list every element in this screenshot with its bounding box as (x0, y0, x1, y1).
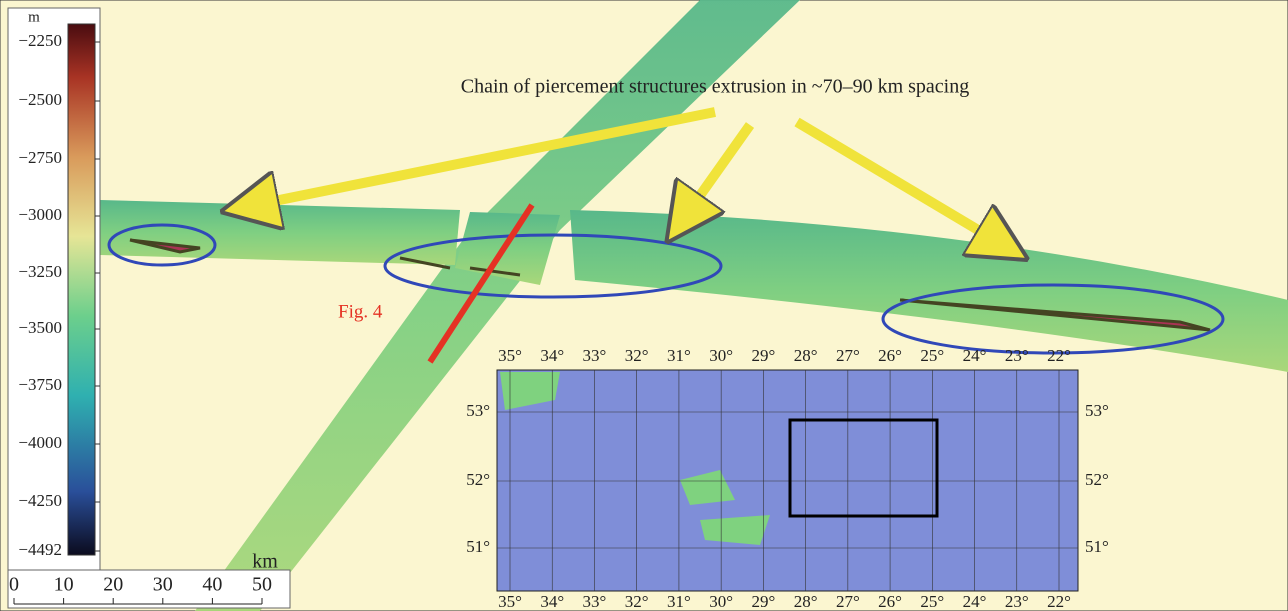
longitude-label: 26° (878, 592, 902, 611)
longitude-label: 34° (540, 592, 564, 611)
colorbar-label: −3750 (18, 375, 62, 394)
colorbar-unit: m (28, 9, 40, 25)
longitude-label: 23° (1005, 346, 1029, 365)
longitude-label: 28° (794, 346, 818, 365)
colorbar-label: −2750 (18, 148, 62, 167)
longitude-label: 24° (963, 592, 987, 611)
longitude-label: 27° (836, 592, 860, 611)
colorbar-label: −2250 (18, 31, 62, 50)
scale-label: 50 (252, 574, 272, 596)
longitude-label: 33° (583, 346, 607, 365)
longitude-label: 30° (709, 592, 733, 611)
longitude-label: 24° (963, 346, 987, 365)
scale-panel (8, 570, 290, 608)
latitude-label: 51° (466, 537, 490, 556)
scale-label: 20 (103, 574, 123, 596)
colorbar-label: −3000 (18, 205, 62, 224)
figure: Fig. 4 Chain of piercement structures ex… (0, 0, 1288, 611)
longitude-label: 35° (498, 346, 522, 365)
scale-label: 0 (9, 574, 19, 596)
profile-label: Fig. 4 (338, 301, 383, 322)
longitude-label: 25° (920, 592, 944, 611)
longitude-label: 27° (836, 346, 860, 365)
scale-label: 30 (153, 574, 173, 596)
longitude-label: 28° (794, 592, 818, 611)
colorbar-label: −4492 (18, 540, 62, 559)
scale-label: 10 (54, 574, 74, 596)
colorbar-label: −3250 (18, 262, 62, 281)
colorbar-label: −3500 (18, 318, 62, 337)
longitude-label: 29° (751, 346, 775, 365)
longitude-label: 31° (667, 592, 691, 611)
latitude-label: 51° (1085, 537, 1109, 556)
colorbar-label: −2500 (18, 90, 62, 109)
inset-map (497, 370, 1078, 591)
latitude-label: 53° (1085, 401, 1109, 420)
scale-label: 40 (202, 574, 222, 596)
scale-unit: km (252, 551, 278, 573)
colorbar-label: −4250 (18, 491, 62, 510)
longitude-label: 34° (540, 346, 564, 365)
latitude-label: 52° (466, 470, 490, 489)
longitude-label: 35° (498, 592, 522, 611)
longitude-label: 32° (625, 592, 649, 611)
longitude-label: 30° (709, 346, 733, 365)
longitude-label: 33° (583, 592, 607, 611)
colorbar (68, 24, 95, 555)
longitude-label: 32° (625, 346, 649, 365)
colorbar-label: −4000 (18, 433, 62, 452)
longitude-label: 22° (1047, 592, 1071, 611)
latitude-label: 52° (1085, 470, 1109, 489)
longitude-label: 29° (751, 592, 775, 611)
longitude-label: 31° (667, 346, 691, 365)
annotation: Chain of piercement structures extrusion… (461, 76, 970, 98)
latitude-label: 53° (466, 401, 490, 420)
longitude-label: 25° (920, 346, 944, 365)
longitude-label: 26° (878, 346, 902, 365)
longitude-label: 23° (1005, 592, 1029, 611)
longitude-label: 22° (1047, 346, 1071, 365)
swath-west (100, 200, 460, 265)
